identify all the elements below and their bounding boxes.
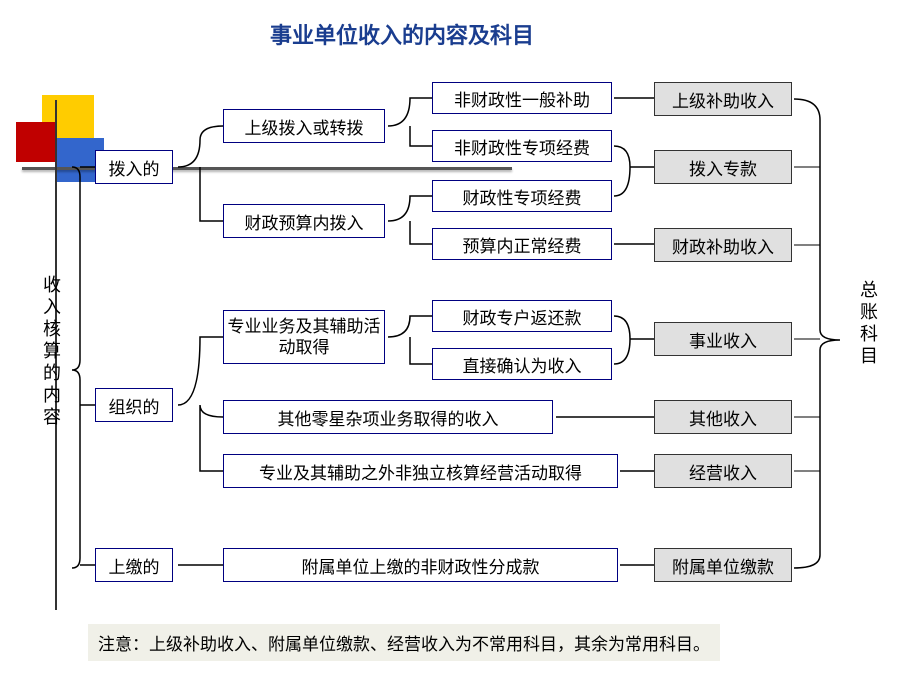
left-axis-label: 收入核算的内容 bbox=[38, 275, 64, 429]
col3-text-a: 非财政性一般补助 bbox=[454, 86, 590, 111]
col4-box-c: 财政补助收入 bbox=[654, 228, 792, 262]
col4-text-f: 经营收入 bbox=[689, 459, 757, 484]
col4-box-a: 上级补助收入 bbox=[654, 82, 792, 116]
col1-text-c: 上缴的 bbox=[109, 553, 160, 578]
col1-box-b: 组织的 bbox=[95, 388, 173, 422]
col2-text-b: 财政预算内拨入 bbox=[245, 209, 364, 234]
col2-text-d: 其他零星杂项业务取得的收入 bbox=[278, 405, 499, 430]
col2-box-c: 专业业务及其辅助活动取得 bbox=[223, 310, 385, 364]
col4-box-b: 拨入专款 bbox=[654, 150, 792, 184]
col3-text-d: 预算内正常经费 bbox=[463, 232, 582, 257]
col4-box-d: 事业收入 bbox=[654, 322, 792, 356]
col2-box-f: 附属单位上缴的非财政性分成款 bbox=[223, 548, 618, 582]
col4-box-f: 经营收入 bbox=[654, 454, 792, 488]
col1-box-a: 拨入的 bbox=[95, 150, 173, 184]
col4-text-e: 其他收入 bbox=[689, 405, 757, 430]
col2-text-f: 附属单位上缴的非财政性分成款 bbox=[302, 553, 540, 578]
col2-text-a: 上级拨入或转拨 bbox=[245, 114, 364, 139]
right-axis-label: 总账科目 bbox=[855, 280, 881, 368]
col2-box-a: 上级拨入或转拨 bbox=[223, 109, 385, 143]
col3-box-e: 财政专户返还款 bbox=[432, 300, 612, 332]
col4-text-b: 拨入专款 bbox=[689, 155, 757, 180]
col4-box-g: 附属单位缴款 bbox=[654, 548, 792, 582]
col2-box-d: 其他零星杂项业务取得的收入 bbox=[223, 400, 553, 434]
col1-text-a: 拨入的 bbox=[109, 155, 160, 180]
col3-box-d: 预算内正常经费 bbox=[432, 228, 612, 260]
note-text: 注意：上级补助收入、附属单位缴款、经营收入为不常用科目，其余为常用科目。 bbox=[98, 635, 710, 654]
col4-box-e: 其他收入 bbox=[654, 400, 792, 434]
col3-box-c: 财政性专项经费 bbox=[432, 180, 612, 212]
col3-box-f: 直接确认为收入 bbox=[432, 348, 612, 380]
col3-text-b: 非财政性专项经费 bbox=[454, 134, 590, 159]
col3-text-e: 财政专户返还款 bbox=[463, 304, 582, 329]
decoration-red-square bbox=[16, 122, 56, 162]
col3-box-a: 非财政性一般补助 bbox=[432, 82, 612, 114]
col3-text-f: 直接确认为收入 bbox=[463, 352, 582, 377]
note-box: 注意：上级补助收入、附属单位缴款、经营收入为不常用科目，其余为常用科目。 bbox=[88, 624, 720, 661]
col4-text-d: 事业收入 bbox=[689, 327, 757, 352]
col2-box-b: 财政预算内拨入 bbox=[223, 204, 385, 238]
col4-text-g: 附属单位缴款 bbox=[672, 553, 774, 578]
col4-text-c: 财政补助收入 bbox=[672, 233, 774, 258]
col1-box-c: 上缴的 bbox=[95, 548, 173, 582]
col3-box-b: 非财政性专项经费 bbox=[432, 130, 612, 162]
col2-box-e: 专业及其辅助之外非独立核算经营活动取得 bbox=[223, 454, 618, 488]
col3-text-c: 财政性专项经费 bbox=[463, 184, 582, 209]
col1-text-b: 组织的 bbox=[109, 393, 160, 418]
col2-text-e: 专业及其辅助之外非独立核算经营活动取得 bbox=[259, 459, 582, 484]
diagram-title: 事业单位收入的内容及科目 bbox=[270, 18, 534, 50]
col4-text-a: 上级补助收入 bbox=[672, 87, 774, 112]
col2-text-c: 专业业务及其辅助活动取得 bbox=[224, 316, 384, 359]
